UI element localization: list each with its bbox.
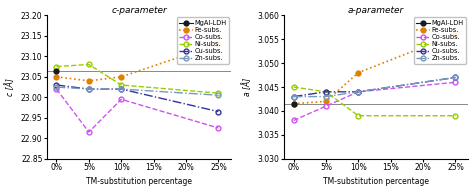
Legend: MgAl-LDH, Fe-subs., Co-subs., Ni-subs., Cu-subs., Zn-subs.: MgAl-LDH, Fe-subs., Co-subs., Ni-subs., … <box>177 17 229 64</box>
Y-axis label: a [Å]: a [Å] <box>243 78 252 96</box>
Legend: MgAl-LDH, Fe-subs., Co-subs., Ni-subs., Cu-subs., Zn-subs.: MgAl-LDH, Fe-subs., Co-subs., Ni-subs., … <box>414 17 466 64</box>
X-axis label: TM-substitution percentage: TM-substitution percentage <box>86 177 192 186</box>
Y-axis label: c [Å]: c [Å] <box>6 78 15 96</box>
X-axis label: TM-substitution percentage: TM-substitution percentage <box>323 177 429 186</box>
Title: a-parameter: a-parameter <box>348 6 404 15</box>
Title: c-parameter: c-parameter <box>111 6 167 15</box>
